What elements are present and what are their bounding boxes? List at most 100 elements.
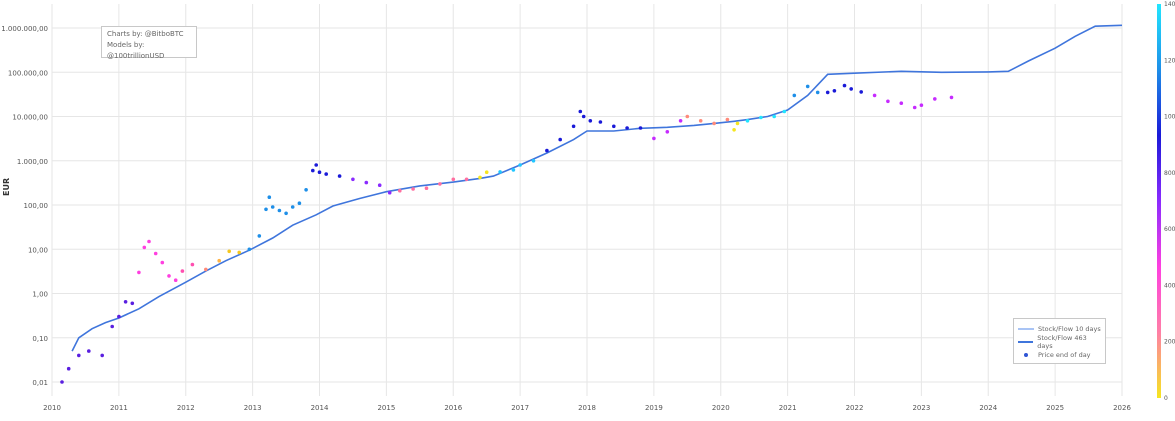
legend: Stock/Flow 10 days Stock/Flow 463 days P… xyxy=(1013,318,1106,364)
price-point xyxy=(147,239,151,244)
x-tick-label: 2012 xyxy=(177,404,195,412)
price-point xyxy=(153,251,158,256)
price-point xyxy=(264,207,268,212)
colorbar-tick-label: 1000 xyxy=(1164,114,1175,121)
price-point xyxy=(849,87,853,91)
x-tick-label: 2022 xyxy=(846,404,864,412)
price-point xyxy=(66,366,71,371)
y-tick-label: 10,00 xyxy=(28,246,48,254)
price-point xyxy=(257,234,262,238)
price-point xyxy=(698,119,703,123)
price-point xyxy=(612,124,616,129)
price-point xyxy=(759,115,763,120)
x-tick-label: 2026 xyxy=(1113,404,1131,412)
price-point xyxy=(832,89,837,93)
price-point xyxy=(625,126,629,130)
credits-line-2: Models by: @100trillionUSD xyxy=(107,41,165,60)
price-point xyxy=(652,136,656,141)
price-point xyxy=(137,270,141,275)
price-point xyxy=(478,175,482,180)
price-point xyxy=(872,93,877,98)
price-point xyxy=(160,260,165,265)
x-tick-label: 2014 xyxy=(311,404,329,412)
price-point xyxy=(173,278,178,283)
price-point xyxy=(859,90,863,94)
price-point xyxy=(815,90,820,95)
x-tick-label: 2017 xyxy=(511,404,529,412)
price-point xyxy=(842,83,847,88)
price-point xyxy=(678,119,683,123)
price-point xyxy=(411,187,415,191)
price-point xyxy=(484,170,489,174)
price-point xyxy=(886,99,890,104)
price-point xyxy=(142,245,147,250)
colorbar: 0 200 400 600 800 1000 1200 1400 xyxy=(1157,1,1175,402)
price-point xyxy=(324,172,329,176)
x-tick-label: 2019 xyxy=(645,404,663,412)
price-point xyxy=(919,103,924,107)
price-point xyxy=(317,170,322,174)
x-tick-label: 2013 xyxy=(244,404,262,412)
colorbar-tick-label: 0 xyxy=(1164,395,1168,402)
price-point xyxy=(77,353,81,358)
x-tick-labels: 2010 2011 2012 2013 2014 2015 2016 2017 2018 2019… xyxy=(43,404,1131,412)
price-point xyxy=(398,188,402,193)
price-point xyxy=(290,205,295,209)
price-point xyxy=(297,201,302,205)
legend-swatch-sf10 xyxy=(1018,327,1034,330)
price-point xyxy=(735,121,740,126)
price-point xyxy=(123,300,128,304)
x-tick-label: 2011 xyxy=(110,404,128,412)
colorbar-tick-label: 800 xyxy=(1164,170,1175,177)
price-point xyxy=(351,177,355,182)
price-point xyxy=(167,274,171,278)
y-tick-label: 1,00 xyxy=(32,291,48,299)
y-tick-label: 1.000.000,00 xyxy=(1,25,48,33)
price-point xyxy=(933,97,937,101)
stock-flow-463-line xyxy=(71,24,1123,352)
price-point xyxy=(60,380,64,384)
legend-item-price: Price end of day xyxy=(1018,348,1101,361)
price-point xyxy=(217,258,221,263)
price-point xyxy=(712,121,716,126)
price-point xyxy=(424,186,429,190)
price-point xyxy=(578,109,583,114)
price-point xyxy=(387,190,392,195)
price-point xyxy=(732,128,736,132)
price-point xyxy=(87,349,91,353)
price-point xyxy=(237,250,241,255)
grid xyxy=(51,4,1123,396)
price-point xyxy=(665,130,670,134)
price-point xyxy=(588,119,593,123)
price-point xyxy=(377,183,382,187)
price-point xyxy=(545,148,549,153)
price-point xyxy=(311,168,315,173)
colorbar-tick-label: 400 xyxy=(1164,282,1175,289)
y-tick-label: 100.000,00 xyxy=(8,69,48,77)
price-point xyxy=(511,168,516,172)
price-point xyxy=(571,124,576,129)
x-tick-label: 2021 xyxy=(779,404,797,412)
price-point xyxy=(270,205,275,209)
x-tick-label: 2018 xyxy=(578,404,596,412)
price-point xyxy=(438,182,442,186)
price-point xyxy=(518,163,522,167)
legend-swatch-sf463 xyxy=(1018,340,1034,343)
y-axis-label: EUR xyxy=(2,177,11,196)
price-point xyxy=(899,101,904,105)
price-point xyxy=(772,114,776,119)
legend-label-sf463: Stock/Flow 463 days xyxy=(1037,333,1087,350)
price-point xyxy=(100,353,104,358)
colorbar-tick-label: 1400 xyxy=(1164,1,1175,8)
legend-item-sf463: Stock/Flow 463 days xyxy=(1018,333,1101,350)
colorbar-tick-label: 1200 xyxy=(1164,57,1175,64)
price-point xyxy=(284,211,288,216)
x-tick-label: 2010 xyxy=(43,404,61,412)
price-point xyxy=(949,95,954,100)
price-point xyxy=(598,120,603,124)
price-point xyxy=(110,324,114,329)
y-tick-labels: 0,01 0,10 1,00 10,00 100,00 1.000,00 10.000,00… xyxy=(1,25,48,387)
price-point xyxy=(190,262,195,267)
legend-item-sf10: Stock/Flow 10 days xyxy=(1018,322,1101,335)
